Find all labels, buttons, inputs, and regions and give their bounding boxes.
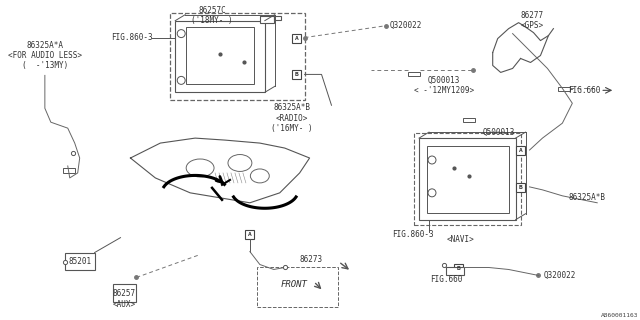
Bar: [446, 268, 464, 276]
Text: 86257
<AUX>: 86257 <AUX>: [113, 289, 136, 309]
Bar: [463, 118, 475, 122]
Bar: [419, 138, 516, 220]
Text: FIG.660: FIG.660: [429, 275, 462, 284]
Bar: [292, 34, 301, 43]
Bar: [292, 70, 301, 79]
Text: FIG.860-3: FIG.860-3: [111, 33, 152, 42]
Ellipse shape: [250, 169, 269, 183]
Text: A: A: [248, 232, 252, 237]
Text: Q500013: Q500013: [483, 128, 515, 137]
Text: FRONT: FRONT: [280, 280, 307, 289]
Bar: [65, 252, 95, 270]
Text: B: B: [518, 185, 522, 190]
Bar: [427, 146, 509, 213]
Text: FIG.860-3: FIG.860-3: [392, 230, 434, 239]
Text: 86325A*B: 86325A*B: [568, 193, 605, 202]
Text: 86273: 86273: [300, 255, 323, 264]
Text: 86325A*A
<FOR AUDIO LESS>
(  -'13MY): 86325A*A <FOR AUDIO LESS> ( -'13MY): [8, 41, 82, 70]
Text: B: B: [457, 267, 461, 271]
Circle shape: [177, 30, 185, 37]
Text: 86277
<GPS>: 86277 <GPS>: [521, 11, 544, 30]
Bar: [260, 16, 274, 23]
Text: B: B: [295, 72, 298, 77]
Text: 86325A*B
<RADIO>
('16MY- ): 86325A*B <RADIO> ('16MY- ): [271, 103, 312, 133]
Circle shape: [428, 156, 436, 164]
Bar: [175, 21, 265, 92]
Text: A860001163: A860001163: [600, 313, 638, 318]
Text: <NAVI>: <NAVI>: [447, 235, 475, 244]
Text: 86257C
('18MY- ): 86257C ('18MY- ): [191, 6, 233, 25]
Bar: [63, 168, 75, 173]
Bar: [274, 16, 281, 20]
Bar: [414, 133, 520, 225]
Circle shape: [428, 189, 436, 197]
Bar: [516, 183, 525, 192]
Text: Q500013
< -'12MY1209>: Q500013 < -'12MY1209>: [414, 76, 474, 95]
Bar: [408, 72, 420, 76]
Ellipse shape: [186, 159, 214, 177]
Text: A: A: [518, 148, 522, 153]
Text: 85201: 85201: [68, 257, 92, 266]
Ellipse shape: [228, 155, 252, 172]
Bar: [516, 146, 525, 155]
Bar: [257, 268, 339, 307]
Bar: [558, 87, 570, 91]
Text: Q320022: Q320022: [389, 21, 422, 30]
Text: FIG.660: FIG.660: [568, 86, 600, 95]
Text: A: A: [295, 36, 298, 41]
Bar: [170, 13, 305, 100]
Bar: [454, 265, 463, 274]
Bar: [113, 284, 136, 302]
Circle shape: [177, 76, 185, 84]
Text: Q320022: Q320022: [543, 271, 576, 280]
Bar: [186, 27, 254, 84]
Bar: [245, 230, 254, 239]
